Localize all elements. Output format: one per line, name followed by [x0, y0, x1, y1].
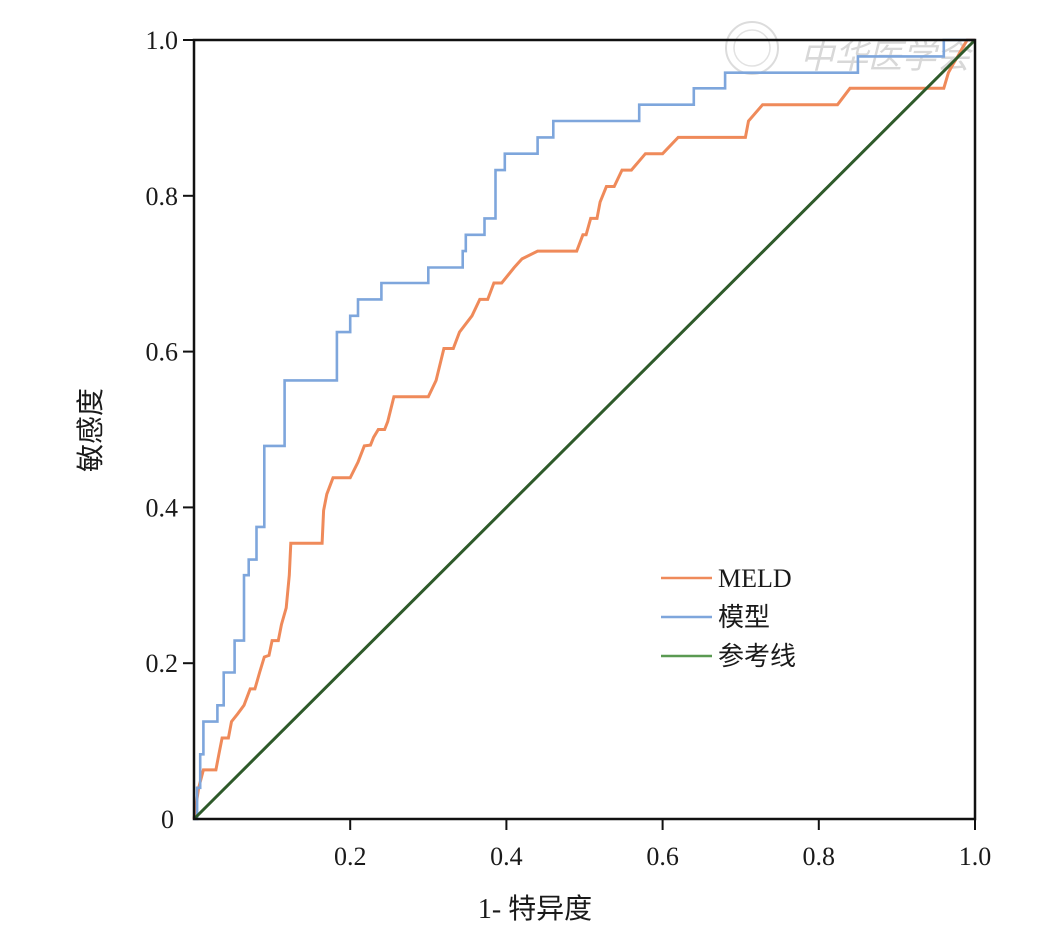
x-tick-label: 0.4 — [490, 842, 523, 871]
series-layer — [192, 38, 977, 821]
y-tick-label: 0 — [161, 805, 174, 834]
series-line-meld — [192, 38, 975, 820]
legend-label: MELD — [718, 564, 792, 593]
y-tick-label: 0.8 — [146, 182, 179, 211]
y-tick-label: 1.0 — [146, 26, 179, 55]
series-line-model — [194, 38, 975, 821]
x-tick-label: 0.8 — [803, 842, 836, 871]
legend-label: 模型 — [718, 603, 770, 632]
legend-label: 参考线 — [718, 642, 796, 671]
watermark-seal-inner-icon — [733, 29, 771, 67]
y-tick-label: 0.4 — [146, 493, 179, 522]
x-tick-label: 0.6 — [646, 842, 679, 871]
y-tick-label: 0.2 — [146, 649, 179, 678]
series-line-reference — [192, 38, 977, 821]
x-tick-label: 1.0 — [959, 842, 992, 871]
plot-frame — [192, 38, 977, 821]
x-axis: 0.2 0.4 0.6 0.8 1.0 — [334, 819, 991, 871]
watermark: 中华医学会 — [725, 21, 974, 77]
y-axis-label: 敏感度 — [75, 388, 107, 472]
x-tick-label: 0.2 — [334, 842, 367, 871]
y-tick-label: 0.6 — [146, 338, 179, 367]
y-axis: 0 0.2 0.4 0.6 0.8 1.0 — [146, 26, 194, 834]
x-axis-label: 1- 特异度 — [478, 893, 592, 925]
